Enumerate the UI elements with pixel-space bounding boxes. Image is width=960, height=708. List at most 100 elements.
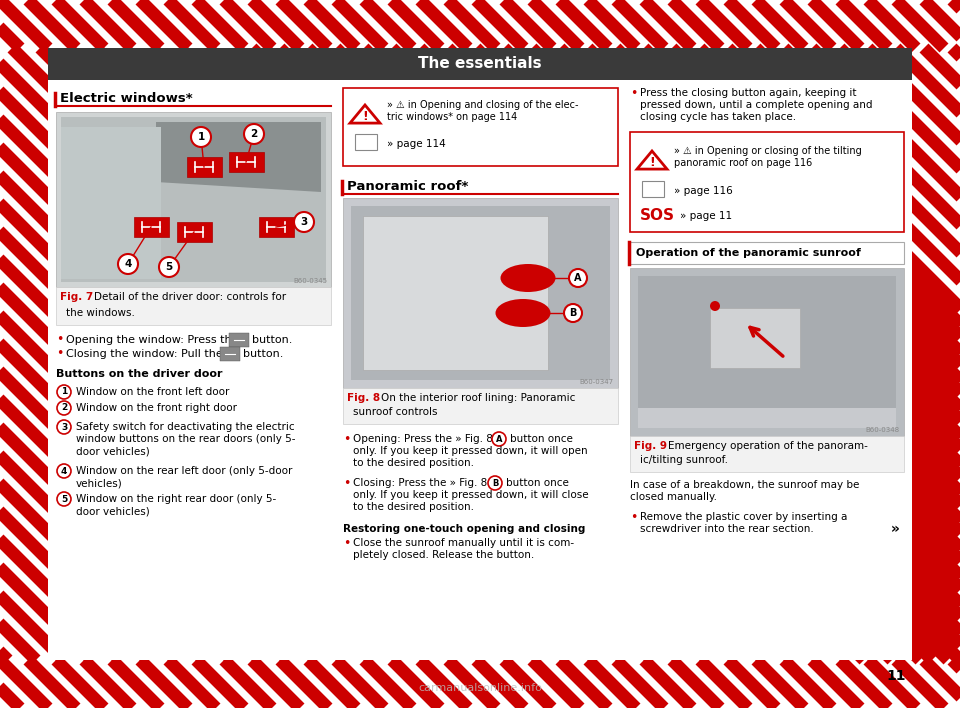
Text: •: • (630, 86, 637, 100)
Circle shape (191, 127, 211, 147)
Text: Opening: Press the » Fig. 8: Opening: Press the » Fig. 8 (353, 434, 492, 444)
Circle shape (57, 464, 71, 478)
Text: The essentials: The essentials (419, 57, 541, 72)
Text: B60-0345: B60-0345 (293, 278, 327, 284)
Text: carmanualsonline.info: carmanualsonline.info (418, 683, 542, 693)
Text: ic/tilting sunroof.: ic/tilting sunroof. (640, 455, 728, 465)
Bar (48, 48, 912, 80)
Text: B60-0347: B60-0347 (580, 379, 614, 385)
Text: Window on the front left door: Window on the front left door (76, 387, 229, 397)
Text: 4: 4 (124, 259, 132, 269)
Bar (642, 181, 664, 197)
Polygon shape (637, 151, 667, 169)
Text: closed manually.: closed manually. (630, 492, 717, 502)
Text: Fig. 7: Fig. 7 (60, 292, 93, 302)
Bar (630, 132, 904, 232)
Text: button once: button once (510, 434, 573, 444)
Text: vehicles): vehicles) (76, 478, 123, 488)
Bar (638, 408, 896, 428)
Text: Opening the window: Press the: Opening the window: Press the (66, 335, 238, 345)
Text: » ⚠ in Opening and closing of the elec-: » ⚠ in Opening and closing of the elec- (387, 100, 579, 110)
Text: B60-0348: B60-0348 (866, 427, 900, 433)
Text: sunroof controls: sunroof controls (353, 407, 438, 417)
Text: 1: 1 (60, 387, 67, 396)
Circle shape (710, 301, 720, 311)
Bar (912, 48, 960, 660)
Text: 5: 5 (60, 494, 67, 503)
Text: the windows.: the windows. (66, 308, 134, 318)
Text: » page 11: » page 11 (680, 211, 732, 221)
Bar (363, 216, 548, 370)
Text: In case of a breakdown, the sunroof may be: In case of a breakdown, the sunroof may … (630, 480, 859, 490)
Text: Window on the right rear door (only 5-: Window on the right rear door (only 5- (76, 494, 276, 504)
Text: Buttons on the driver door: Buttons on the driver door (56, 369, 223, 379)
Ellipse shape (495, 299, 550, 327)
Bar (61, 117, 326, 282)
Text: screwdriver into the rear section.: screwdriver into the rear section. (640, 524, 814, 534)
Text: pressed down, until a complete opening and: pressed down, until a complete opening a… (640, 100, 873, 110)
Bar (343, 88, 618, 166)
Text: Fig. 8: Fig. 8 (347, 393, 380, 403)
Text: 5: 5 (165, 262, 173, 272)
Text: B: B (569, 308, 577, 318)
Bar (48, 48, 912, 660)
Text: 2: 2 (251, 129, 257, 139)
Bar (638, 276, 896, 428)
Text: Closing the window: Pull the: Closing the window: Pull the (66, 349, 223, 359)
Text: Restoring one-touch opening and closing: Restoring one-touch opening and closing (343, 524, 586, 534)
Text: 3: 3 (60, 423, 67, 431)
Text: •: • (630, 510, 637, 523)
Bar (630, 242, 904, 264)
Circle shape (294, 212, 314, 232)
Text: »: » (891, 522, 900, 536)
Bar (0, 48, 48, 660)
Bar (630, 268, 904, 436)
Text: pletely closed. Release the button.: pletely closed. Release the button. (353, 550, 535, 560)
Circle shape (244, 124, 264, 144)
Bar (177, 222, 211, 242)
Text: » ⚠ in Opening or closing of the tilting: » ⚠ in Opening or closing of the tilting (674, 146, 862, 156)
Text: A: A (574, 273, 582, 283)
Circle shape (569, 269, 587, 287)
Text: A: A (495, 435, 502, 443)
Bar (351, 206, 610, 380)
Bar (56, 287, 331, 325)
Text: 3: 3 (300, 217, 307, 227)
Bar (220, 347, 240, 361)
Bar (258, 217, 294, 237)
Circle shape (564, 304, 582, 322)
Bar (0, 660, 960, 708)
Text: Press the closing button again, keeping it: Press the closing button again, keeping … (640, 88, 856, 98)
Text: •: • (56, 333, 63, 346)
Text: » page 116: » page 116 (674, 186, 732, 196)
Text: panoramic roof on page 116: panoramic roof on page 116 (674, 158, 812, 168)
Text: Window on the rear left door (only 5-door: Window on the rear left door (only 5-doo… (76, 466, 293, 476)
Text: Safety switch for deactivating the electric: Safety switch for deactivating the elect… (76, 422, 295, 432)
Text: 1: 1 (198, 132, 204, 142)
Text: •: • (343, 476, 350, 489)
Bar (355, 134, 377, 150)
Text: window buttons on the rear doors (only 5-: window buttons on the rear doors (only 5… (76, 434, 296, 444)
Bar (343, 198, 618, 388)
Text: B: B (492, 479, 498, 488)
Text: to the desired position.: to the desired position. (353, 458, 474, 468)
Text: Closing: Press the » Fig. 8: Closing: Press the » Fig. 8 (353, 478, 488, 488)
Text: door vehicles): door vehicles) (76, 446, 150, 456)
Polygon shape (156, 122, 321, 192)
Text: 11: 11 (886, 669, 906, 683)
Text: On the interior roof lining: Panoramic: On the interior roof lining: Panoramic (381, 393, 575, 403)
Text: !: ! (362, 110, 368, 123)
Circle shape (118, 254, 138, 274)
Text: Close the sunroof manually until it is com-: Close the sunroof manually until it is c… (353, 538, 574, 548)
Text: » page 114: » page 114 (387, 139, 445, 149)
Bar (228, 152, 263, 172)
Text: tric windows* on page 114: tric windows* on page 114 (387, 112, 517, 122)
Text: !: ! (649, 156, 655, 169)
Text: Fig. 9: Fig. 9 (634, 441, 667, 451)
Text: door vehicles): door vehicles) (76, 506, 150, 516)
Bar (56, 112, 331, 287)
Bar (630, 436, 904, 472)
Bar (133, 217, 169, 237)
Bar (186, 157, 222, 177)
Bar (229, 333, 249, 347)
